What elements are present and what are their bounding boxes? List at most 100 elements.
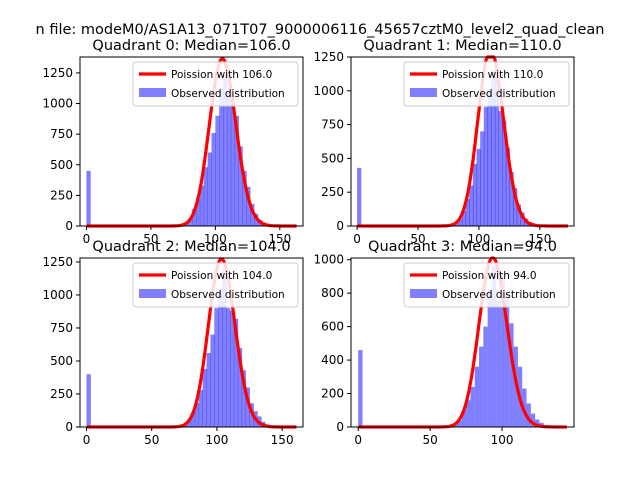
- x-tick-label-2: 100: [491, 433, 514, 447]
- quadrant-3-title: Quadrant 3: Median=94.0: [368, 239, 557, 255]
- histogram-bar-12: [226, 308, 231, 427]
- figure-suptitle: n file: modeM0/AS1A13_071T07_9000006116_…: [35, 22, 605, 38]
- quadrant-2-title: Quadrant 2: Median=104.0: [92, 239, 290, 255]
- histogram-bar-7: [206, 353, 211, 427]
- y-tick-label-0: 0: [336, 219, 344, 233]
- legend-observed-label: Observed distribution: [171, 88, 285, 100]
- histogram-bar-9: [214, 308, 219, 427]
- x-tick-label-0: 0: [83, 433, 91, 447]
- histogram-bar-2: [188, 218, 193, 226]
- legend-box: [403, 262, 570, 308]
- axes-frame: [79, 257, 304, 428]
- legend-observed-swatch: [139, 88, 166, 97]
- histogram-bar-16: [241, 370, 247, 427]
- x-tick-label-0: 0: [353, 232, 361, 246]
- histogram-bar-16: [509, 171, 514, 226]
- histogram-bar-10: [487, 90, 492, 226]
- legend-poisson-label: Poission with 104.0: [171, 270, 272, 282]
- histogram-bar-17: [246, 186, 251, 226]
- histogram-bar-19: [530, 413, 536, 427]
- x-tick-label-2: 100: [205, 433, 228, 447]
- x-tick-label-3: 150: [271, 433, 294, 447]
- histogram-bar-9: [487, 289, 492, 427]
- histogram-bar-11: [222, 268, 227, 427]
- histogram-bar-14: [502, 120, 507, 226]
- histogram-bar-15: [237, 347, 243, 427]
- histogram-bar-8: [480, 131, 485, 226]
- histogram-bar-10: [218, 288, 223, 427]
- legend: Poission with 106.0 Observed distribution: [132, 61, 299, 107]
- legend: Poission with 104.0 Observed distribution: [132, 262, 299, 308]
- y-tick-label-5: 1250: [42, 255, 73, 269]
- histogram-bar-3: [192, 208, 197, 226]
- histogram-bar-4: [194, 403, 200, 427]
- legend: Poission with 110.0 Observed distribution: [403, 61, 570, 107]
- y-tick-label-0: 0: [65, 420, 73, 434]
- y-tick-label-3: 750: [321, 118, 344, 132]
- histogram-bar-0: [358, 350, 363, 427]
- x-tick-label-1: 50: [143, 232, 158, 246]
- histogram-bar-2: [186, 420, 192, 427]
- histogram-bar-20: [535, 419, 540, 427]
- histogram-bar-18: [526, 403, 531, 427]
- y-tick-label-4: 800: [321, 286, 344, 300]
- histogram-bar-7: [476, 148, 481, 226]
- histogram-bar-0: [357, 167, 362, 226]
- histogram-bar-10: [219, 87, 224, 227]
- legend-observed-swatch: [410, 88, 437, 97]
- histogram-bars: [86, 74, 274, 227]
- histogram-bar-3: [190, 412, 196, 427]
- histogram-bar-13: [230, 103, 236, 226]
- quadrant-1-plot: Quadrant 1: Median=110.0 0 50 100 150 0 250 500…: [313, 38, 575, 246]
- legend-observed-swatch: [410, 289, 437, 298]
- histogram-bar-16: [242, 170, 247, 226]
- histogram-bars: [86, 268, 274, 427]
- histogram-bar-15: [238, 146, 243, 226]
- histogram-bar-9: [483, 107, 489, 226]
- histogram-bar-6: [203, 167, 208, 226]
- histogram-bar-7: [479, 346, 484, 427]
- y-tick-label-5: 1250: [313, 50, 344, 64]
- legend: Poission with 94.0 Observed distribution: [403, 262, 570, 308]
- x-tick-label-0: 0: [83, 232, 91, 246]
- y-tick-label-4: 1000: [42, 97, 73, 111]
- histogram-bar-14: [234, 115, 239, 226]
- histogram-bar-5: [199, 185, 205, 226]
- histogram-bar-6: [474, 366, 480, 427]
- histogram-bar-2: [457, 420, 462, 427]
- histogram-bar-1: [453, 424, 458, 427]
- quadrant-0-title: Quadrant 0: Median=106.0: [92, 38, 290, 54]
- y-tick-label-4: 1000: [42, 288, 73, 302]
- legend-poisson-label: Poission with 110.0: [442, 69, 543, 81]
- histogram-bar-4: [465, 198, 470, 226]
- legend-observed-label: Observed distribution: [171, 289, 285, 301]
- histogram-bar-8: [210, 334, 215, 427]
- histogram-bar-5: [470, 386, 475, 427]
- legend-poisson-label: Poission with 106.0: [171, 69, 272, 81]
- y-tick-label-1: 250: [321, 185, 344, 199]
- y-tick-label-2: 500: [50, 158, 73, 172]
- histogram-bar-11: [491, 70, 496, 227]
- histogram-bar-1: [454, 223, 459, 226]
- quadrant-3-plot: Quadrant 3: Median=94.00 50 10002004006008…: [313, 239, 575, 447]
- y-tick-label-2: 400: [321, 353, 344, 367]
- legend-box: [403, 61, 570, 107]
- legend-box: [132, 61, 299, 107]
- x-tick-label-0: 0: [354, 433, 362, 447]
- x-tick-label-1: 50: [144, 433, 159, 447]
- histogram-bar-12: [500, 276, 505, 427]
- histogram-bar-12: [226, 91, 232, 226]
- histogram-bar-13: [504, 293, 510, 427]
- legend-observed-swatch: [139, 289, 166, 298]
- histogram-bar-8: [211, 132, 216, 226]
- y-tick-label-2: 500: [321, 151, 344, 165]
- histogram-bar-17: [513, 188, 518, 226]
- histogram-bar-11: [223, 74, 228, 226]
- histogram-bar-14: [233, 318, 239, 427]
- legend-poisson-label: Poission with 94.0: [442, 270, 537, 282]
- histogram-bar-6: [202, 368, 207, 427]
- y-tick-label-0: 0: [336, 420, 344, 434]
- legend-box: [132, 262, 299, 308]
- histogram-bar-9: [215, 115, 220, 226]
